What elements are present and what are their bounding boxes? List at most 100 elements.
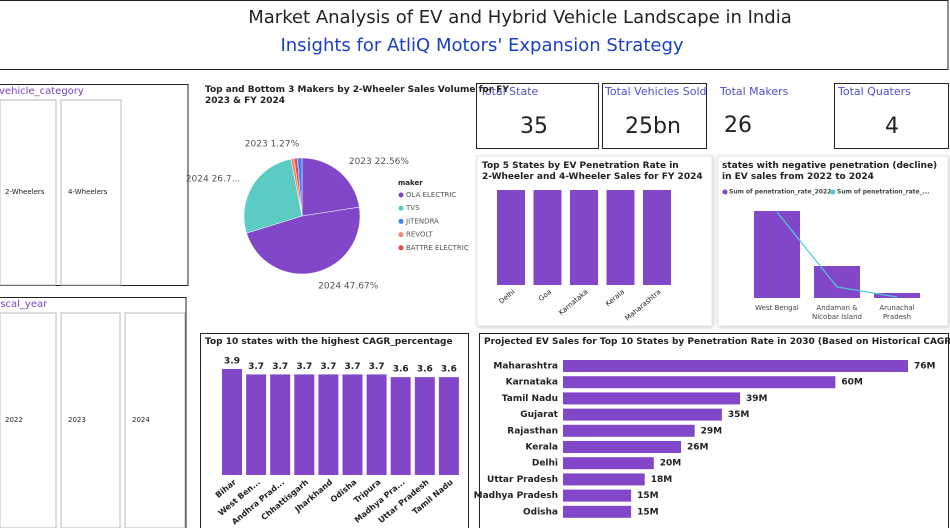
bar [563,505,632,518]
bar [563,424,695,437]
legend-swatch [398,205,404,211]
chart-title: Top 5 States by EV Penetration Rate in 2-… [482,161,703,182]
slicer-item[interactable]: 2022 [5,416,23,424]
pie-slice [246,206,361,275]
bar [606,190,635,285]
y-tick-label: Karnataka [506,378,558,388]
bar [246,374,267,475]
y-tick-label: Rajasthan [507,426,558,436]
card-value: 26 [724,113,752,138]
data-label: 39M [746,394,768,404]
legend-swatch [722,189,728,195]
legend-label: BATTRE ELECTRIC [406,244,469,252]
chart-panel [717,155,949,327]
legend-title: maker [398,179,423,187]
data-label: 26M [687,443,709,453]
chart-title: Projected EV Sales for Top 10 States by … [484,337,950,347]
data-label: 3.6 [441,365,457,375]
legend-label: OLA ELECTRIC [406,191,456,199]
line [776,211,898,298]
bar [533,190,562,285]
x-tick-label: West Bengal [755,304,799,312]
bar [814,266,860,298]
slicer-tile[interactable] [60,99,122,286]
legend-label: Sum of penetration_rate_2022 [729,189,831,196]
x-tick-label: Arunachal Pradesh [879,304,914,321]
data-label: 2023 22.56% [349,157,410,167]
data-label: 29M [701,426,723,436]
y-tick-label: Gujarat [520,410,558,420]
slicer-tile[interactable] [124,312,186,528]
pie-slice [243,158,303,234]
bar [643,190,671,285]
bar [563,489,632,502]
chart-title: states with negative penetration (declin… [722,161,937,182]
dashboard-subtitle: Insights for AtliQ Motors' Expansion Str… [280,35,683,56]
bar [563,473,645,486]
card-box [476,83,599,149]
bar [563,360,908,372]
bar [570,190,598,285]
data-label: 18M [651,475,673,485]
header-box [0,0,949,70]
dashboard-title: Market Analysis of EV and Hybrid Vehicle… [248,7,792,28]
card-value: 35 [520,114,548,139]
slicer-item[interactable]: 4-Wheelers [68,188,108,196]
card-value: 4 [885,114,899,139]
bar [270,374,291,475]
card-box [602,83,707,149]
data-label: 15M [637,507,659,517]
legend-swatch [398,232,404,238]
legend-label: REVOLT [406,231,433,239]
bar [318,374,339,475]
slicer-tile[interactable] [0,312,57,528]
slicer-title: fiscal_year [0,299,48,310]
bar [563,457,654,470]
y-tick-label: Delhi [532,459,558,469]
data-label: 3.7 [248,362,264,372]
bar [342,374,363,475]
data-label: 20M [660,459,682,469]
slicer-item[interactable]: 2023 [68,416,86,424]
bar [294,374,315,475]
card-box [834,83,949,149]
card-label: Total Makers [719,85,789,98]
y-tick-label: Odisha [523,507,558,517]
data-label: 60M [841,378,863,388]
data-label: 3.6 [393,365,409,375]
chart-title: Top 10 states with the highest CAGR_perc… [205,337,453,347]
data-label: 15M [637,491,659,501]
bar [563,408,722,421]
bar [366,374,387,475]
slicer-item[interactable]: 2024 [132,416,150,424]
data-label: 3.7 [272,362,288,372]
card-label: Total State [479,85,539,98]
bar [390,377,411,475]
bar [563,376,836,389]
bar [414,377,435,475]
bar [563,441,682,453]
y-tick-label: Tamil Nadu [502,394,558,404]
data-label: 3.6 [417,365,433,375]
data-label: 3.7 [296,362,312,372]
slicer-item[interactable]: 2-Wheelers [5,188,45,196]
slicer-title: vehicle_category [0,86,84,97]
card-label: Total Quaters [837,85,911,98]
legend-swatch [398,245,404,251]
card-label: Total Vehicles Sold [604,85,707,98]
legend-swatch [398,192,404,198]
slicer-tile[interactable] [0,99,57,286]
x-tick-label: Andaman & Nicobar Island [812,304,862,321]
data-label: 3.7 [369,362,385,372]
data-label: 2023 1.27% [245,140,300,150]
slicer-tile[interactable] [60,312,121,528]
legend-label: JITENDRA [405,217,439,225]
legend-label: TVS [405,204,420,212]
bar [563,392,741,405]
card-value: 25bn [625,114,681,139]
bar [754,211,800,298]
bar [874,293,920,298]
data-label: 2024 26.7... [186,175,240,185]
pie-slice [297,157,303,217]
